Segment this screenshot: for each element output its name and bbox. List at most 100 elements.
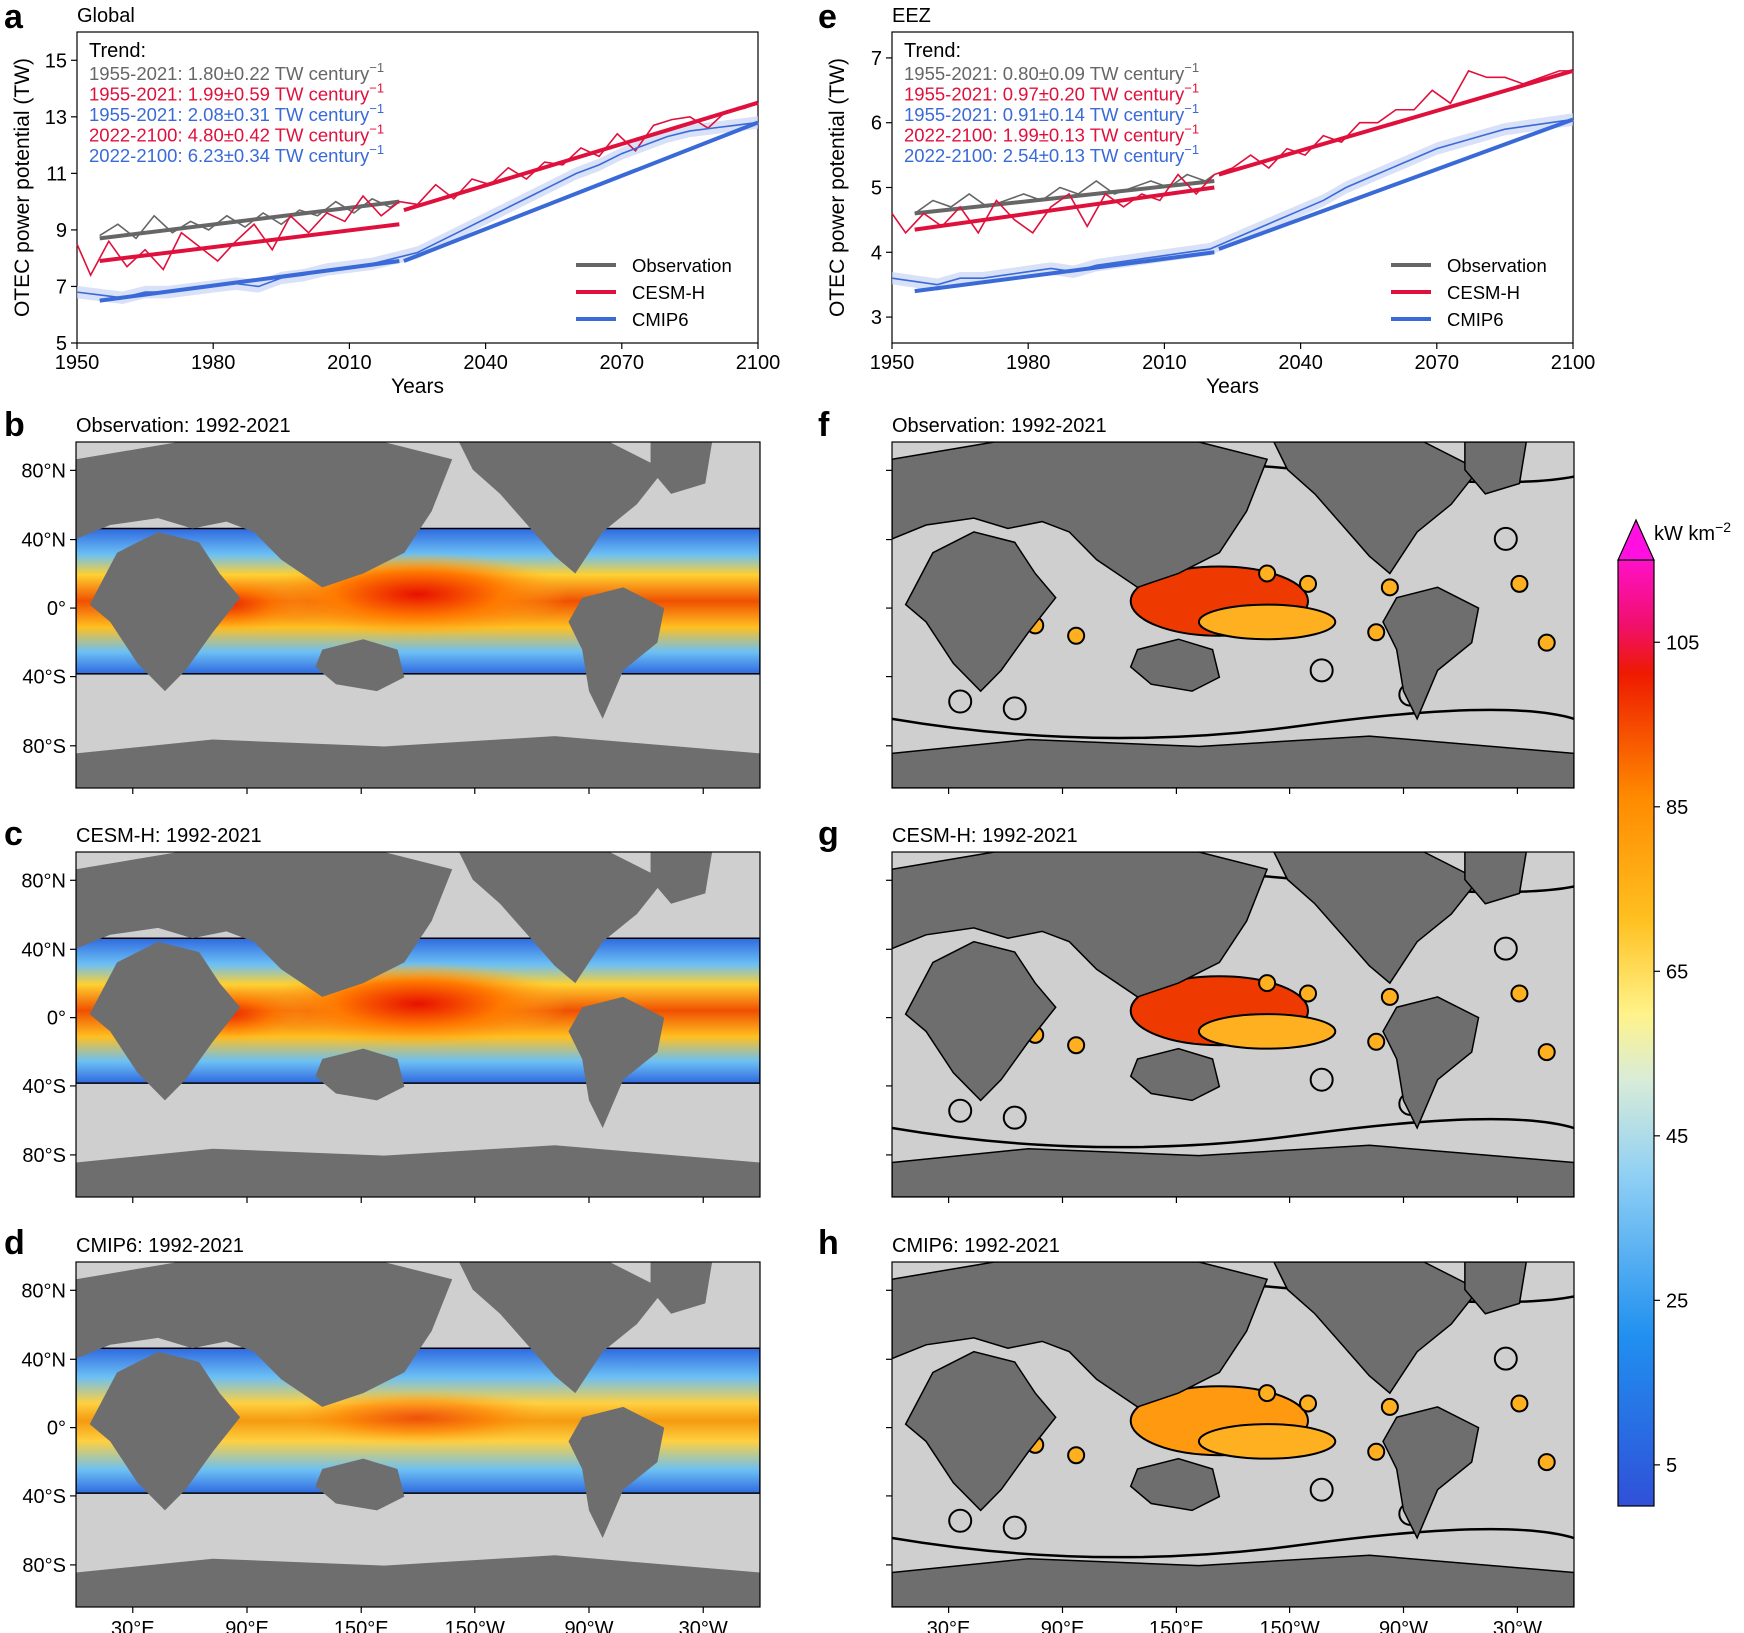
continent-landmass <box>76 442 453 588</box>
continent-landmass <box>1464 1262 1528 1315</box>
cmip6-spread-band <box>77 116 758 304</box>
eez-island-patch <box>1067 626 1086 645</box>
panel-letter-f: f <box>818 406 830 444</box>
lat-tick-label: 80°N <box>21 870 66 892</box>
map-panel-h: CMIP6: 1992-2021 30°E 90°E 150°E 150°W 90°W 30… <box>886 1235 1575 1633</box>
continent-landmass <box>892 442 1269 589</box>
lat-tick-label: 80°N <box>21 1280 66 1302</box>
map-panel-b: Observation: 1992-2021 80°N 40°N 0° 40°S 80°S <box>21 415 761 794</box>
continent-landmass <box>459 852 665 984</box>
trend-text: 2022-2100: 1.99±0.13 TW century−1 <box>904 122 1199 146</box>
map-title: Observation: 1992-2021 <box>76 415 291 437</box>
continent-landmass <box>892 852 1269 998</box>
x-tick-label: 2100 <box>1551 352 1596 374</box>
eez-island-patch <box>1299 574 1318 593</box>
y-axis-label: OTEC power potential (TW) <box>11 58 34 317</box>
x-tick-label: 2040 <box>1278 352 1323 374</box>
map-frame <box>891 1261 1575 1608</box>
eez-outline <box>892 1117 1574 1149</box>
eez-island-outline <box>948 1508 973 1533</box>
cmip6-spread-band <box>892 113 1573 291</box>
continent-landmass <box>568 587 665 719</box>
y-tick-label: 15 <box>45 50 67 72</box>
eez-island-patch <box>1510 574 1529 593</box>
trend-text: 2022-2100: 4.80±0.42 TW century−1 <box>89 122 384 146</box>
y-tick-label: 9 <box>56 220 67 242</box>
legend-entry: CESM-H <box>1447 282 1520 303</box>
eez-island-outline <box>948 1098 973 1123</box>
y-tick-label: 11 <box>46 163 67 185</box>
trend-text: 1955-2021: 1.80±0.22 TW century−1 <box>89 60 384 84</box>
eez-island-patch <box>1537 1453 1556 1472</box>
continent-landmass <box>1273 852 1480 985</box>
map-body <box>892 442 1574 788</box>
continent-landmass <box>650 1262 713 1314</box>
series-line-cesm-h <box>891 69 1573 235</box>
chart-title: Global <box>77 5 135 27</box>
colorbar-tick-label: 5 <box>1666 1455 1677 1477</box>
continent-landmass <box>89 531 241 692</box>
lon-tick-label: 150°E <box>1149 1618 1204 1633</box>
eez-island-outline <box>1493 936 1518 961</box>
map-title: CMIP6: 1992-2021 <box>892 1235 1060 1257</box>
trend-text: 1955-2021: 0.97±0.20 TW century−1 <box>904 81 1199 105</box>
continent-landmass <box>892 735 1574 788</box>
line-chart-eez: EEZ 1950 1980 2010 2040 2070 2100 3 4 5 6 7 Years OTE… <box>826 5 1595 398</box>
trend-line-cesm-h <box>914 185 1215 232</box>
continent-landmass <box>1382 1406 1480 1540</box>
eez-island-outline <box>1493 1346 1518 1371</box>
x-axis-label: Years <box>1206 375 1259 398</box>
continent-landmass <box>1273 1262 1480 1395</box>
continent-landmass <box>892 1554 1574 1607</box>
panel-letter-e: e <box>818 0 837 36</box>
continent-landmass <box>904 940 1057 1102</box>
x-tick-label: 2010 <box>327 352 372 374</box>
legend-entry: CMIP6 <box>632 309 689 330</box>
trend-line-cesm-h <box>99 222 400 263</box>
trend-text: 2022-2100: 2.54±0.13 TW century−1 <box>904 142 1199 166</box>
colorbar: kW km−2 5 25 45 65 85 105 <box>1617 518 1731 1507</box>
panel-letter-g: g <box>818 815 839 853</box>
series-line-cmip6 <box>891 118 1574 286</box>
map-frame <box>75 1261 761 1608</box>
eez-island-patch <box>1510 1394 1529 1413</box>
colorbar-tick-label: 45 <box>1666 1126 1688 1148</box>
legend-entry: CMIP6 <box>1447 309 1504 330</box>
continent-landmass <box>1129 1457 1221 1512</box>
y-tick-label: 13 <box>45 107 67 129</box>
continent-landmass <box>650 852 713 904</box>
legend-entry: CESM-H <box>632 282 705 303</box>
lon-tick-label: 30°W <box>679 1618 728 1633</box>
eez-island-outline <box>1002 1515 1027 1540</box>
y-tick-label: 7 <box>871 48 882 70</box>
continent-landmass <box>89 941 241 1101</box>
lat-tick-label: 0° <box>47 1008 66 1030</box>
x-tick-label: 1950 <box>55 352 100 374</box>
continent-landmass <box>892 1262 1269 1408</box>
lat-tick-label: 40°N <box>21 939 66 961</box>
eez-island-patch <box>1380 987 1399 1006</box>
continent-landmass <box>459 1262 665 1394</box>
eez-outline <box>892 1527 1574 1559</box>
y-tick-label: 6 <box>871 113 882 135</box>
x-tick-label: 1950 <box>870 352 915 374</box>
lon-tick-label: 90°E <box>1041 1618 1085 1633</box>
continent-landmass <box>904 1350 1057 1512</box>
eez-island-patch <box>1067 1036 1086 1055</box>
map-body <box>76 1262 760 1607</box>
map-panel-f: Observation: 1992-2021 <box>886 415 1575 794</box>
colorbar-gradient <box>1617 559 1655 1507</box>
lon-tick-label: 150°E <box>334 1618 389 1633</box>
trend-line-cmip6 <box>99 259 400 303</box>
map-frame <box>891 851 1575 1198</box>
y-tick-label: 3 <box>871 307 882 329</box>
continent-landmass <box>1129 638 1221 692</box>
colorbar-extend-arrow <box>1617 518 1655 561</box>
y-axis-label: OTEC power potential (TW) <box>826 58 849 317</box>
continent-landmass <box>76 852 453 997</box>
panel-letter-h: h <box>818 1224 839 1262</box>
colorbar-tick-label: 105 <box>1666 632 1699 654</box>
trend-line-observation <box>99 199 400 241</box>
map-body <box>892 1262 1574 1607</box>
colorbar-ticks: 5 25 45 65 85 105 <box>1654 632 1699 1477</box>
